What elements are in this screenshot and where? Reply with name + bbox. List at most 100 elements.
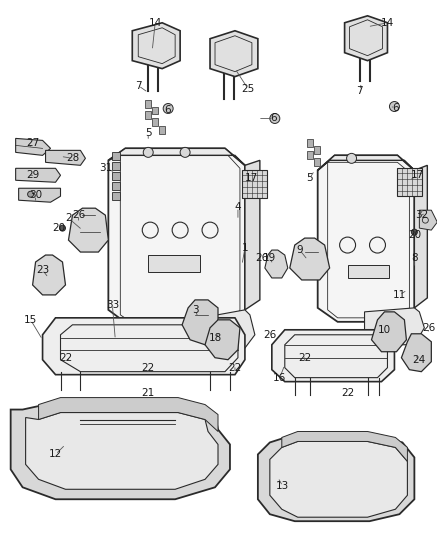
Polygon shape	[112, 172, 120, 180]
Polygon shape	[39, 398, 218, 432]
Polygon shape	[314, 158, 320, 166]
Polygon shape	[245, 160, 260, 310]
Polygon shape	[397, 168, 422, 196]
Polygon shape	[307, 151, 313, 159]
Text: 22: 22	[141, 362, 155, 373]
Polygon shape	[205, 320, 240, 360]
Polygon shape	[145, 100, 151, 108]
Polygon shape	[112, 192, 120, 200]
Polygon shape	[258, 434, 414, 521]
Text: 29: 29	[26, 170, 39, 180]
Text: 6: 6	[271, 114, 277, 124]
Text: 6: 6	[392, 102, 399, 112]
Text: 22: 22	[228, 362, 242, 373]
Polygon shape	[182, 300, 218, 345]
Polygon shape	[112, 163, 120, 171]
Polygon shape	[348, 265, 389, 278]
Polygon shape	[364, 308, 424, 345]
Text: 26: 26	[255, 253, 268, 263]
Text: 26: 26	[263, 330, 276, 340]
Polygon shape	[16, 168, 60, 182]
Polygon shape	[112, 152, 120, 160]
Circle shape	[143, 148, 153, 157]
Circle shape	[411, 229, 417, 235]
Polygon shape	[242, 171, 267, 198]
Circle shape	[389, 101, 399, 111]
Polygon shape	[272, 330, 395, 382]
Text: 17: 17	[411, 170, 424, 180]
Text: 16: 16	[273, 373, 286, 383]
Text: 26: 26	[423, 323, 436, 333]
Polygon shape	[401, 334, 431, 372]
Polygon shape	[108, 148, 245, 330]
Text: 22: 22	[298, 353, 311, 363]
Polygon shape	[16, 139, 50, 155]
Text: 4: 4	[235, 202, 241, 212]
Circle shape	[163, 103, 173, 114]
Text: 26: 26	[72, 210, 85, 220]
Text: 17: 17	[245, 173, 258, 183]
Polygon shape	[414, 165, 427, 308]
Text: 5: 5	[307, 173, 313, 183]
Text: 28: 28	[66, 154, 79, 163]
Polygon shape	[32, 255, 66, 295]
Text: 24: 24	[413, 354, 426, 365]
Text: 25: 25	[241, 84, 254, 94]
Polygon shape	[190, 310, 255, 355]
Polygon shape	[152, 107, 158, 115]
Text: 3: 3	[192, 305, 198, 315]
Polygon shape	[112, 182, 120, 190]
Circle shape	[270, 114, 280, 124]
Text: 2: 2	[65, 213, 72, 223]
Polygon shape	[145, 111, 151, 119]
Text: 23: 23	[36, 265, 49, 275]
Circle shape	[60, 225, 66, 231]
Polygon shape	[132, 23, 180, 69]
Polygon shape	[108, 148, 245, 165]
Text: 21: 21	[141, 387, 155, 398]
Polygon shape	[314, 147, 320, 155]
Text: 10: 10	[378, 325, 391, 335]
Circle shape	[28, 191, 34, 197]
Polygon shape	[282, 432, 407, 462]
Text: 14: 14	[148, 18, 162, 28]
Text: 20: 20	[408, 230, 421, 240]
Circle shape	[180, 148, 190, 157]
Text: 22: 22	[341, 387, 354, 398]
Circle shape	[346, 154, 357, 163]
Polygon shape	[371, 312, 406, 352]
Polygon shape	[318, 155, 414, 171]
Polygon shape	[42, 318, 245, 375]
Polygon shape	[68, 208, 108, 252]
Polygon shape	[19, 188, 60, 202]
Polygon shape	[148, 255, 200, 272]
Text: 9: 9	[297, 245, 303, 255]
Polygon shape	[159, 126, 165, 134]
Polygon shape	[210, 31, 258, 77]
Polygon shape	[152, 118, 158, 126]
Text: 7: 7	[356, 86, 363, 95]
Polygon shape	[290, 238, 330, 280]
Polygon shape	[307, 140, 313, 148]
Polygon shape	[318, 155, 414, 322]
Text: 13: 13	[276, 481, 290, 491]
Text: 18: 18	[208, 333, 222, 343]
Text: 31: 31	[99, 163, 112, 173]
Text: 32: 32	[415, 210, 428, 220]
Polygon shape	[25, 413, 218, 489]
Polygon shape	[265, 250, 288, 278]
Polygon shape	[419, 210, 437, 230]
Text: 33: 33	[106, 300, 119, 310]
Text: 20: 20	[52, 223, 65, 233]
Text: 8: 8	[411, 253, 418, 263]
Polygon shape	[11, 405, 230, 499]
Text: 22: 22	[59, 353, 72, 363]
Text: 30: 30	[29, 190, 42, 200]
Text: 19: 19	[263, 253, 276, 263]
Polygon shape	[270, 441, 407, 517]
Text: 7: 7	[135, 80, 141, 91]
Polygon shape	[345, 16, 388, 61]
Text: 14: 14	[381, 18, 394, 28]
Text: 6: 6	[164, 106, 170, 116]
Text: 15: 15	[24, 315, 37, 325]
